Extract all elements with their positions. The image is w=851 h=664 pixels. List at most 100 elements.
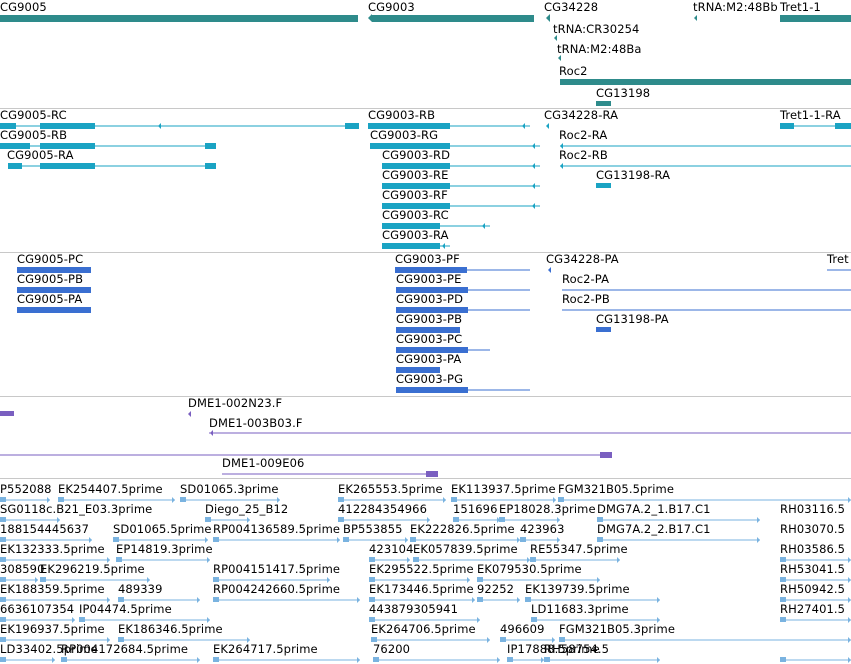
est-arrow[interactable] bbox=[197, 597, 200, 603]
est-block[interactable] bbox=[0, 517, 6, 522]
est-block[interactable] bbox=[338, 497, 344, 502]
est-block[interactable] bbox=[780, 597, 786, 602]
est-block[interactable] bbox=[477, 597, 483, 602]
mrna-exon[interactable] bbox=[40, 163, 95, 169]
est-arrow[interactable] bbox=[89, 537, 92, 543]
est-arrow[interactable] bbox=[107, 557, 110, 563]
est-arrow[interactable] bbox=[52, 657, 55, 663]
est-arrow[interactable] bbox=[487, 637, 490, 643]
est-arrow[interactable] bbox=[35, 577, 38, 583]
est-block[interactable] bbox=[0, 537, 6, 542]
est-block[interactable] bbox=[213, 597, 219, 602]
est-arrow[interactable] bbox=[557, 517, 560, 523]
est-arrow[interactable] bbox=[72, 617, 75, 623]
est-arrow[interactable] bbox=[407, 557, 410, 563]
est-block[interactable] bbox=[0, 577, 6, 582]
est-block[interactable] bbox=[369, 577, 375, 582]
est-block[interactable] bbox=[500, 637, 506, 642]
est-block[interactable] bbox=[477, 577, 483, 582]
est-arrow[interactable] bbox=[172, 497, 175, 503]
est-arrow[interactable] bbox=[327, 577, 330, 583]
mrna-arrow[interactable] bbox=[482, 223, 485, 229]
est-arrow[interactable] bbox=[107, 597, 110, 603]
est-arrow[interactable] bbox=[527, 557, 530, 563]
est-block[interactable] bbox=[413, 557, 419, 562]
est-block[interactable] bbox=[205, 517, 211, 522]
est-arrow[interactable] bbox=[617, 557, 620, 563]
est-arrow[interactable] bbox=[541, 657, 544, 663]
est-arrow[interactable] bbox=[205, 537, 208, 543]
est-arrow[interactable] bbox=[553, 497, 556, 503]
est-arrow[interactable] bbox=[405, 537, 408, 543]
cds-block[interactable] bbox=[396, 367, 440, 373]
mrna-exon[interactable] bbox=[780, 123, 794, 129]
est-block[interactable] bbox=[558, 497, 564, 502]
est-arrow[interactable] bbox=[848, 637, 851, 643]
est-arrow[interactable] bbox=[848, 557, 851, 563]
gene-glyph[interactable] bbox=[780, 15, 851, 22]
mrna-arrow[interactable] bbox=[532, 203, 535, 209]
cds-block[interactable] bbox=[17, 287, 91, 293]
est-arrow[interactable] bbox=[848, 577, 851, 583]
est-block[interactable] bbox=[369, 617, 375, 622]
clone-arrow[interactable] bbox=[188, 411, 191, 417]
est-block[interactable] bbox=[371, 637, 377, 642]
est-block[interactable] bbox=[780, 657, 786, 662]
est-block[interactable] bbox=[116, 557, 122, 562]
gene-glyph[interactable] bbox=[596, 101, 611, 106]
est-block[interactable] bbox=[369, 557, 375, 562]
est-arrow[interactable] bbox=[848, 657, 851, 663]
mrna-arrow[interactable] bbox=[532, 143, 535, 149]
est-block[interactable] bbox=[373, 657, 379, 662]
est-block[interactable] bbox=[180, 497, 186, 502]
mrna-exon[interactable] bbox=[382, 243, 440, 249]
est-arrow[interactable] bbox=[427, 517, 430, 523]
cds-block[interactable] bbox=[396, 387, 468, 393]
est-block[interactable] bbox=[58, 497, 64, 502]
mrna-exon[interactable] bbox=[382, 203, 450, 209]
est-block[interactable] bbox=[499, 517, 505, 522]
trna-glyph[interactable] bbox=[554, 35, 557, 41]
mrna-exon[interactable] bbox=[370, 143, 450, 149]
est-block[interactable] bbox=[338, 517, 344, 522]
mrna-exon[interactable] bbox=[0, 143, 30, 149]
clone-block[interactable] bbox=[426, 471, 438, 477]
est-block[interactable] bbox=[0, 637, 6, 642]
est-block[interactable] bbox=[40, 577, 46, 582]
est-arrow[interactable] bbox=[467, 577, 470, 583]
gene-glyph[interactable] bbox=[560, 79, 851, 85]
est-block[interactable] bbox=[544, 657, 550, 662]
est-arrow[interactable] bbox=[207, 617, 210, 623]
est-block[interactable] bbox=[453, 517, 459, 522]
est-block[interactable] bbox=[0, 657, 6, 662]
est-arrow[interactable] bbox=[247, 637, 250, 643]
est-arrow[interactable] bbox=[848, 597, 851, 603]
est-arrow[interactable] bbox=[757, 517, 760, 523]
est-block[interactable] bbox=[369, 597, 375, 602]
gene-strand-arrow[interactable] bbox=[546, 14, 550, 22]
est-arrow[interactable] bbox=[207, 557, 210, 563]
est-block[interactable] bbox=[507, 657, 513, 662]
est-arrow[interactable] bbox=[557, 537, 560, 543]
cds-block[interactable] bbox=[396, 327, 460, 333]
est-block[interactable] bbox=[113, 537, 119, 542]
mrna-exon[interactable] bbox=[205, 163, 216, 169]
est-arrow[interactable] bbox=[497, 657, 500, 663]
mrna-exon[interactable] bbox=[835, 123, 851, 129]
est-arrow[interactable] bbox=[57, 517, 60, 523]
est-block[interactable] bbox=[525, 597, 531, 602]
est-block[interactable] bbox=[213, 537, 219, 542]
est-block[interactable] bbox=[780, 557, 786, 562]
cds-block[interactable] bbox=[396, 287, 468, 293]
est-arrow[interactable] bbox=[848, 617, 851, 623]
cds-block[interactable] bbox=[17, 307, 91, 313]
mrna-arrow[interactable] bbox=[560, 163, 563, 169]
est-arrow[interactable] bbox=[357, 657, 360, 663]
mrna-exon[interactable] bbox=[382, 183, 450, 189]
est-block[interactable] bbox=[531, 617, 537, 622]
gene-strand-arrow[interactable] bbox=[368, 14, 372, 22]
est-block[interactable] bbox=[0, 617, 6, 622]
est-arrow[interactable] bbox=[477, 617, 480, 623]
est-block[interactable] bbox=[520, 537, 526, 542]
mrna-arrow[interactable] bbox=[522, 123, 525, 129]
